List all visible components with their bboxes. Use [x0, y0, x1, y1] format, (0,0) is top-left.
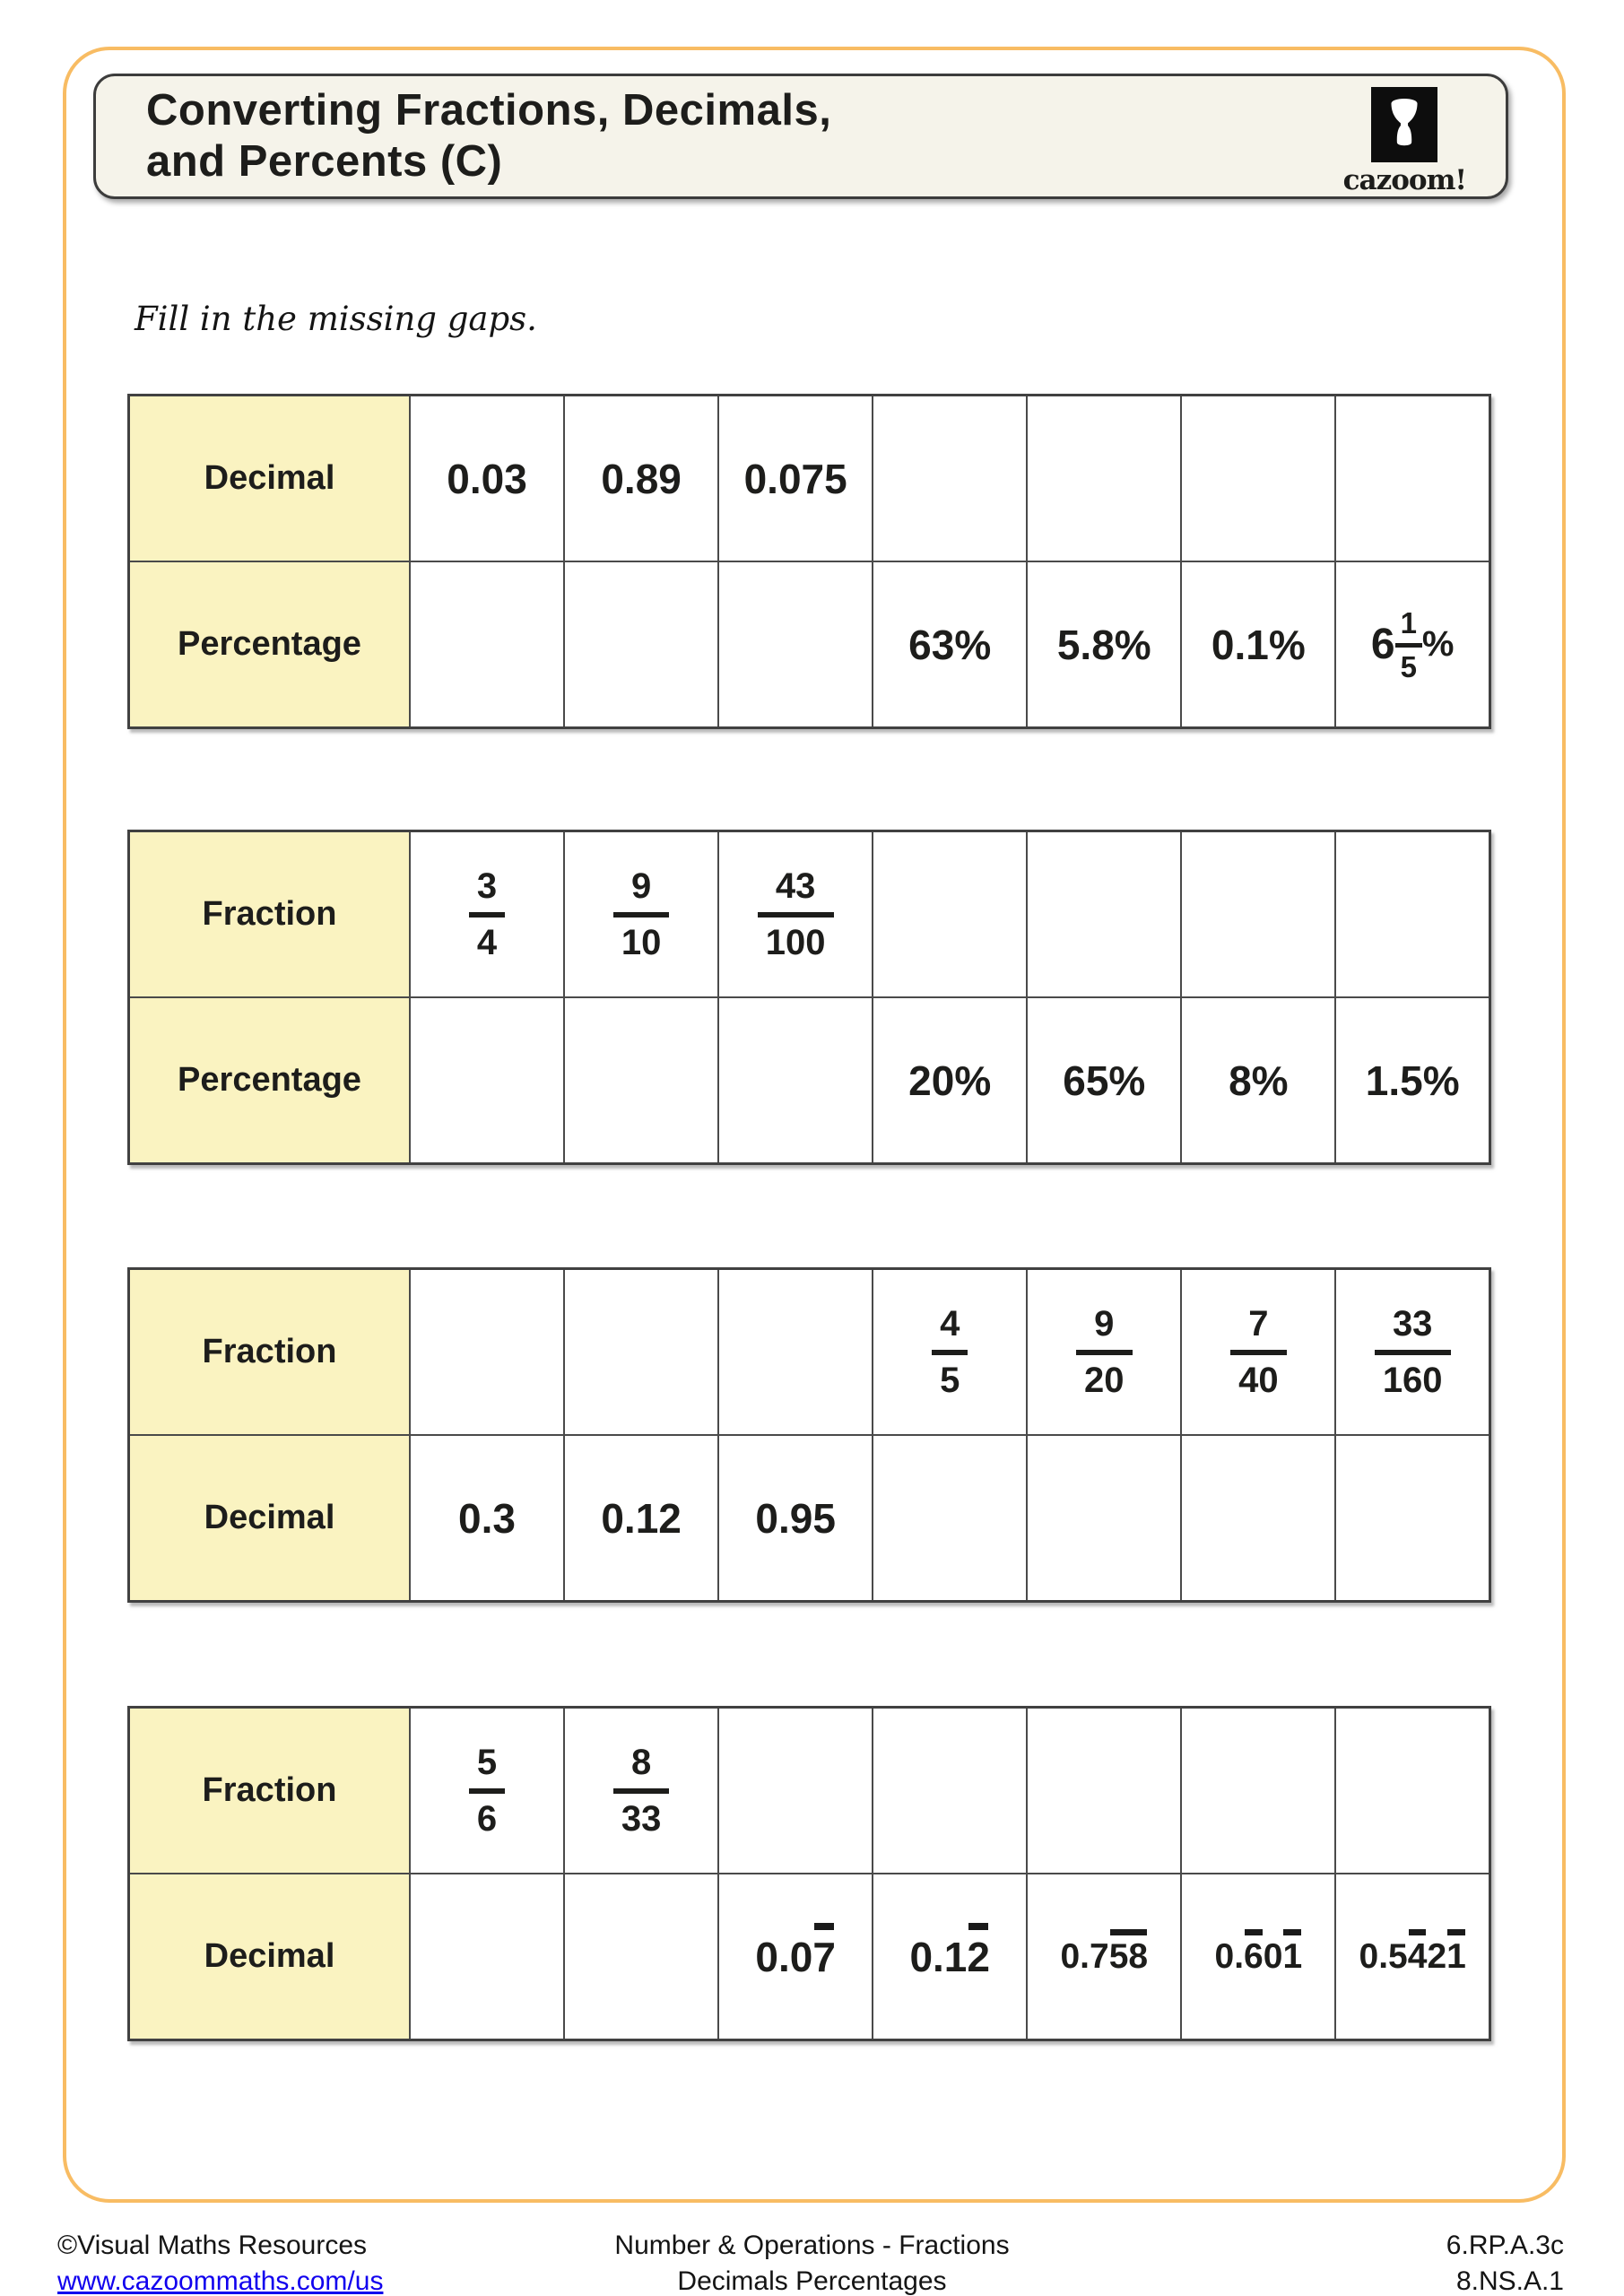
table-row: Decimal 0.3 0.12 0.95	[127, 1434, 1491, 1603]
standard-code-2: 8.NS.A.1	[1455, 2266, 1564, 2296]
blank-answer-cell	[1334, 830, 1491, 998]
table-row: Fraction 3 4 9 10 43 100	[127, 830, 1491, 998]
cazoom-logo-text: cazoom!	[1342, 164, 1467, 196]
row-header-cell: Percentage	[127, 996, 411, 1165]
instruction-text: Fill in the missing gaps.	[135, 300, 537, 338]
blank-answer-cell	[1334, 1706, 1491, 1874]
blank-answer-cell	[717, 561, 874, 729]
value-cell: 0.03	[408, 394, 566, 562]
value-cell: 0.3	[408, 1434, 566, 1603]
value-cell: 8 33	[563, 1706, 720, 1874]
page-title: Converting Fractions, Decimals, and Perc…	[146, 85, 831, 188]
value-cell: 0.12	[563, 1434, 720, 1603]
value-cell: 5.8%	[1026, 561, 1183, 729]
copyright-text: ©Visual Maths Resources	[57, 2231, 368, 2260]
value-cell: 43 100	[717, 830, 874, 998]
value-cell: 0.89	[563, 394, 720, 562]
table-row: Fraction 4 5 9 20 7 40 33 160	[127, 1267, 1491, 1436]
footer-topic-line-1: Number & Operations - Fractions	[614, 2231, 1010, 2260]
footer-topic-line-2: Decimals Percentages	[677, 2266, 947, 2296]
value-cell: 9 10	[563, 830, 720, 998]
value-cell: 0.075	[717, 394, 874, 562]
blank-answer-cell	[408, 561, 566, 729]
table-fraction-recurring-decimal: Fraction 5 6 8 33 Decimal 0.07 0.12 0.758 0.601 0.…	[127, 1706, 1491, 2041]
blank-answer-cell	[1334, 394, 1491, 562]
page-accent-border	[63, 47, 1566, 2203]
blank-answer-cell	[408, 1873, 566, 2041]
blank-answer-cell	[1026, 830, 1183, 998]
row-header-cell: Fraction	[127, 830, 411, 998]
blank-answer-cell	[1334, 1434, 1491, 1603]
website-link[interactable]: www.cazoommaths.com/us	[57, 2266, 384, 2296]
standard-code-1: 6.RP.A.3c	[1446, 2231, 1564, 2260]
blank-answer-cell	[1026, 1706, 1183, 1874]
table-fraction-percentage: Fraction 3 4 9 10 43 100 Percentage 20% 65% 8% 1.5%	[127, 830, 1491, 1165]
footer-left: ©Visual Maths Resources www.cazoommaths.…	[57, 2228, 383, 2296]
blank-answer-cell	[872, 394, 1029, 562]
value-cell: 9 20	[1026, 1267, 1183, 1436]
table-row: Decimal 0.03 0.89 0.075	[127, 394, 1491, 562]
blank-answer-cell	[872, 830, 1029, 998]
blank-answer-cell	[408, 996, 566, 1165]
row-header-cell: Fraction	[127, 1267, 411, 1436]
table-fraction-decimal: Fraction 4 5 9 20 7 40 33 160 Decimal 0.3 0.12 0.95	[127, 1267, 1491, 1603]
blank-answer-cell	[717, 1706, 874, 1874]
blank-answer-cell	[872, 1434, 1029, 1603]
blank-answer-cell	[408, 1267, 566, 1436]
title-line-1: Converting Fractions, Decimals,	[146, 85, 832, 135]
title-box: Converting Fractions, Decimals, and Perc…	[93, 74, 1508, 199]
table-row: Percentage 63% 5.8% 0.1% 6 1 5%	[127, 561, 1491, 729]
value-cell: 0.5421	[1334, 1873, 1491, 2041]
value-cell: 0.601	[1180, 1873, 1337, 2041]
djembe-drum-icon	[1371, 87, 1438, 162]
blank-answer-cell	[717, 996, 874, 1165]
blank-answer-cell	[872, 1706, 1029, 1874]
blank-answer-cell	[1180, 1706, 1337, 1874]
value-cell: 33 160	[1334, 1267, 1491, 1436]
title-line-2: and Percents (C)	[146, 137, 503, 186]
blank-answer-cell	[1180, 830, 1337, 998]
row-header-cell: Decimal	[127, 1873, 411, 2041]
value-cell: 0.1%	[1180, 561, 1337, 729]
value-cell: 0.07	[717, 1873, 874, 2041]
value-cell: 0.95	[717, 1434, 874, 1603]
footer-center: Number & Operations - Fractions Decimals…	[0, 2228, 1624, 2296]
blank-answer-cell	[1180, 1434, 1337, 1603]
table-decimal-percentage: Decimal 0.03 0.89 0.075 Percentage 63% 5.8% 0.1…	[127, 394, 1491, 729]
row-header-cell: Decimal	[127, 1434, 411, 1603]
row-header-cell: Decimal	[127, 394, 411, 562]
row-header-cell: Fraction	[127, 1706, 411, 1874]
row-header-cell: Percentage	[127, 561, 411, 729]
blank-answer-cell	[717, 1267, 874, 1436]
blank-answer-cell	[563, 1267, 720, 1436]
blank-answer-cell	[1180, 394, 1337, 562]
blank-answer-cell	[563, 1873, 720, 2041]
blank-answer-cell	[563, 561, 720, 729]
value-cell: 20%	[872, 996, 1029, 1165]
value-cell: 0.12	[872, 1873, 1029, 2041]
blank-answer-cell	[1026, 1434, 1183, 1603]
footer-standards: 6.RP.A.3c 8.NS.A.1	[1446, 2228, 1564, 2296]
table-row: Fraction 5 6 8 33	[127, 1706, 1491, 1874]
value-cell: 65%	[1026, 996, 1183, 1165]
table-row: Decimal 0.07 0.12 0.758 0.601 0.5421	[127, 1873, 1491, 2041]
blank-answer-cell	[1026, 394, 1183, 562]
value-cell: 1.5%	[1334, 996, 1491, 1165]
cazoom-logo: cazoom!	[1342, 87, 1467, 196]
value-cell: 0.758	[1026, 1873, 1183, 2041]
value-cell: 6 1 5%	[1334, 561, 1491, 729]
value-cell: 7 40	[1180, 1267, 1337, 1436]
value-cell: 63%	[872, 561, 1029, 729]
blank-answer-cell	[563, 996, 720, 1165]
table-row: Percentage 20% 65% 8% 1.5%	[127, 996, 1491, 1165]
value-cell: 8%	[1180, 996, 1337, 1165]
